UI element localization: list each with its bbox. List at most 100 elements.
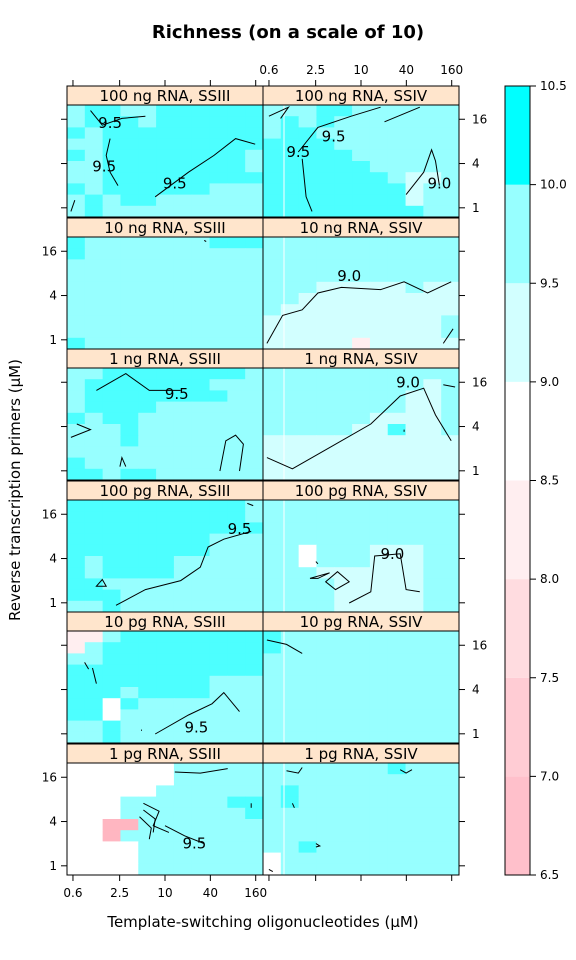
heatmap-cell	[84, 412, 104, 425]
heatmap-cell	[120, 127, 139, 140]
heatmap-cell	[263, 556, 282, 568]
heatmap-cell	[67, 435, 86, 447]
heatmap-cell	[209, 304, 228, 316]
heatmap-cell	[405, 830, 424, 842]
heatmap-cell	[334, 819, 353, 831]
y-tick-label: 1	[49, 859, 57, 873]
heatmap-cell	[369, 237, 389, 249]
heatmap-cell	[84, 270, 104, 283]
heatmap-cell	[441, 807, 460, 820]
heatmap-cell	[280, 379, 300, 391]
heatmap-cell	[423, 763, 442, 775]
heatmap-cell	[67, 556, 86, 568]
heatmap-cell	[102, 544, 121, 557]
heatmap-cell	[316, 852, 335, 865]
heatmap-cell	[423, 796, 442, 809]
heatmap-cell	[102, 511, 121, 523]
heatmap-cell	[84, 237, 104, 249]
heatmap-cell	[263, 205, 282, 218]
heatmap-cell	[67, 841, 86, 854]
heatmap-cell	[280, 259, 300, 272]
heatmap-cell	[191, 589, 211, 602]
heatmap-cell	[352, 237, 371, 249]
heatmap-cell	[67, 819, 86, 831]
heatmap-cell	[316, 248, 335, 260]
contour-line	[286, 767, 303, 774]
heatmap-cell	[173, 194, 193, 207]
heatmap-cell	[334, 830, 353, 842]
heatmap-cell	[263, 511, 282, 523]
heatmap-cell	[352, 281, 371, 294]
heatmap-cell	[298, 687, 317, 699]
heatmap-cell	[298, 578, 317, 591]
heatmap-cell	[67, 259, 86, 272]
heatmap-cell	[316, 567, 335, 579]
heatmap-cell	[298, 709, 317, 722]
heatmap-cell	[173, 631, 193, 643]
heatmap-cell	[387, 796, 407, 809]
heatmap-cell	[387, 675, 407, 688]
heatmap-cell	[227, 161, 246, 173]
contour-line	[247, 502, 254, 507]
heatmap-cell	[102, 468, 121, 481]
heatmap-cell	[173, 116, 193, 128]
contour-line	[324, 571, 351, 591]
heatmap-cell	[334, 446, 353, 459]
heatmap-cell	[120, 653, 139, 666]
heatmap-cell	[316, 600, 335, 613]
heatmap-cell	[138, 796, 157, 809]
heatmap-cell	[227, 138, 246, 151]
heatmap-cell	[316, 709, 335, 722]
heatmap-cell	[316, 589, 335, 602]
heatmap-cell	[191, 698, 211, 710]
heatmap-cell	[173, 138, 193, 151]
heatmap-cell	[316, 237, 335, 249]
heatmap-cell	[352, 116, 371, 128]
heatmap-cell	[67, 533, 86, 546]
heatmap-cell	[102, 205, 121, 218]
heatmap-cell	[138, 127, 157, 140]
heatmap-cell	[120, 774, 139, 786]
heatmap-cell	[280, 270, 300, 283]
heatmap-cell	[156, 556, 175, 568]
heatmap-cell	[280, 653, 300, 666]
heatmap-cell	[280, 720, 300, 733]
heatmap-cell	[405, 105, 424, 117]
contour-line	[96, 373, 181, 391]
heatmap-cell	[209, 281, 228, 294]
heatmap-panel: 1 pg RNA, SSIV	[262, 743, 460, 876]
heatmap-cell	[173, 863, 193, 876]
heatmap-cell	[156, 457, 175, 470]
heatmap-cell	[156, 785, 175, 798]
heatmap-cell	[369, 326, 389, 339]
heatmap-cell	[156, 807, 175, 820]
heatmap-cell	[280, 841, 300, 854]
heatmap-cell	[334, 785, 353, 798]
heatmap-cell	[209, 172, 228, 184]
heatmap-cell	[334, 457, 353, 470]
heatmap-cell	[316, 863, 335, 876]
heatmap-cell	[138, 468, 157, 481]
heatmap-cell	[387, 379, 407, 391]
heatmap-cell	[209, 522, 228, 535]
heatmap-cell	[156, 774, 175, 786]
heatmap-cell	[67, 763, 86, 775]
heatmap-cell	[316, 664, 335, 677]
heatmap-cell	[263, 379, 282, 391]
heatmap-cell	[334, 248, 353, 260]
heatmap-panel: 9.5 9.5 9.5 100 ng RNA, SSIII	[66, 85, 264, 218]
heatmap-cell	[209, 105, 228, 117]
heatmap-cell	[405, 326, 424, 339]
heatmap-cell	[67, 852, 86, 865]
heatmap-cell	[334, 205, 353, 218]
heatmap-cell	[298, 500, 317, 512]
heatmap-cell	[191, 457, 211, 470]
heatmap-cell	[227, 116, 246, 128]
heatmap-cell	[441, 412, 460, 425]
heatmap-panel: 9.5 10 pg RNA, SSIII	[66, 611, 264, 744]
heatmap-cell	[102, 161, 121, 173]
heatmap-cell	[263, 468, 282, 481]
contour-line	[95, 578, 108, 587]
heatmap-cell	[441, 259, 460, 272]
heatmap-cell	[245, 863, 264, 876]
